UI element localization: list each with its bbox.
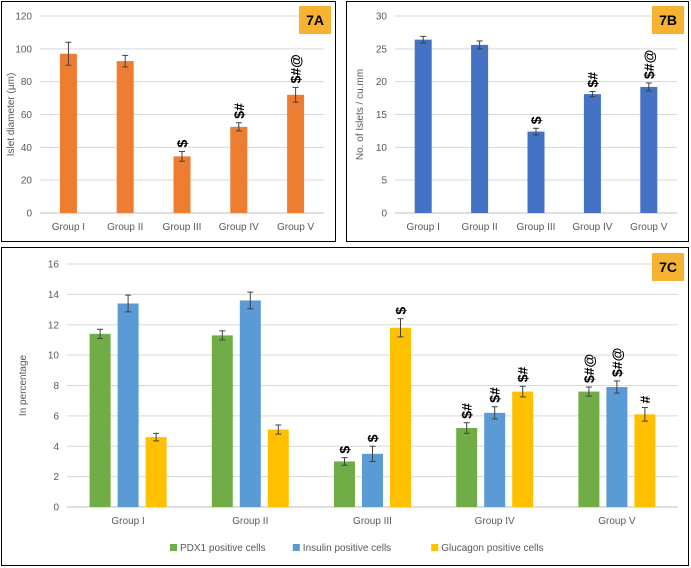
bar [59, 53, 77, 214]
y-tick-label: 0 [26, 209, 32, 220]
y-tick-label: 20 [376, 77, 388, 88]
significance-marker: $# [584, 72, 600, 88]
x-tick-label: Group III [353, 516, 392, 527]
panel-label-7a: 7A [299, 6, 331, 34]
y-axis-label: Islet diameter (µm) [6, 73, 17, 157]
significance-marker: $ [337, 446, 353, 454]
significance-marker: $ [365, 434, 381, 442]
legend-swatch [292, 544, 300, 551]
x-tick-label: Group V [630, 222, 668, 233]
bar [89, 333, 111, 507]
x-tick-label: Group IV [475, 516, 515, 527]
bar [456, 428, 478, 507]
significance-marker: $# [231, 103, 247, 119]
cell-percentage-chart: 0 2 4 6 8 10 12 14 16 In percentage Group I Group I… [18, 260, 678, 554]
bar [640, 86, 658, 213]
bar [116, 61, 134, 214]
bar [362, 453, 383, 507]
bar [334, 461, 355, 507]
y-tick-label: 16 [48, 260, 60, 271]
legend-swatch [431, 544, 439, 551]
x-tick-label: Group I [52, 222, 85, 233]
y-tick-label: 120 [15, 12, 32, 23]
x-tick-label: Group V [277, 222, 315, 233]
bar [606, 387, 628, 507]
y-tick-label: 5 [381, 176, 387, 187]
x-tick-label: Group III [163, 222, 202, 233]
y-tick-label: 30 [376, 12, 388, 23]
y-tick-label: 14 [48, 290, 60, 301]
bar [634, 414, 656, 507]
islet-count-chart: 0 5 10 15 20 25 30 No. of Islets / cu.mm Group I… [355, 12, 677, 233]
y-tick-label: 8 [53, 381, 59, 392]
significance-marker: $#@ [641, 50, 657, 79]
y-axis-label: In percentage [18, 354, 29, 416]
panel-label-7b: 7B [652, 6, 684, 34]
x-tick-label: Group I [407, 222, 440, 233]
significance-marker: $ [528, 116, 544, 124]
bar [484, 412, 506, 507]
significance-marker: $# [515, 366, 531, 382]
bar [583, 94, 601, 213]
x-tick-label: Group I [111, 516, 144, 527]
y-tick-label: 2 [53, 472, 59, 483]
bar [512, 391, 534, 507]
chart-panel-7b: 0 5 10 15 20 25 30 No. of Islets / cu.mm Group I… [346, 1, 689, 242]
bar [578, 391, 600, 507]
y-tick-label: 40 [21, 143, 33, 154]
y-tick-label: 20 [21, 176, 33, 187]
x-tick-label: Group III [517, 222, 556, 233]
y-tick-label: 6 [53, 411, 59, 422]
x-tick-label: Group IV [219, 222, 259, 233]
legend-swatch [170, 544, 177, 551]
y-tick-label: 0 [381, 209, 387, 220]
bar [117, 303, 139, 507]
x-tick-label: Group IV [572, 222, 612, 233]
y-tick-label: 15 [376, 110, 388, 121]
x-tick-label: Group V [598, 516, 636, 527]
legend-label: PDX1 positive cells [180, 543, 266, 554]
significance-marker: $# [487, 387, 503, 403]
y-tick-label: 0 [53, 503, 59, 514]
bar [230, 126, 248, 213]
panel-label-7c: 7C [652, 253, 684, 281]
bar [414, 39, 432, 213]
significance-marker: $ [393, 307, 409, 315]
significance-marker: $ [174, 139, 190, 147]
legend-label: Glucagon positive cells [441, 543, 543, 554]
bar [390, 327, 411, 507]
significance-marker: $# [459, 403, 475, 419]
y-tick-label: 4 [53, 442, 59, 453]
y-tick-label: 25 [376, 44, 388, 55]
y-axis-label: No. of Islets / cu.mm [355, 69, 366, 160]
y-tick-label: 80 [21, 77, 33, 88]
chart-panel-7a: 0 20 40 60 80 100 120 Islet diameter (µm) Group … [1, 1, 336, 242]
significance-marker: $#@ [288, 54, 304, 83]
x-tick-label: Group II [107, 222, 143, 233]
x-tick-label: Group II [232, 516, 268, 527]
islet-diameter-chart: 0 20 40 60 80 100 120 Islet diameter (µm) Group … [6, 12, 324, 233]
bar [145, 437, 167, 507]
significance-marker: $#@ [581, 354, 597, 383]
legend-label: Insulin positive cells [303, 543, 391, 554]
x-tick-label: Group II [462, 222, 498, 233]
bar [527, 131, 545, 213]
bar [239, 300, 261, 507]
bar [173, 156, 191, 213]
bar [267, 429, 289, 507]
y-tick-label: 10 [48, 351, 60, 362]
y-tick-label: 60 [21, 110, 33, 121]
bar [287, 94, 305, 213]
bar [211, 335, 233, 507]
significance-marker: # [637, 396, 653, 404]
bar [471, 44, 489, 213]
y-tick-label: 10 [376, 143, 388, 154]
chart-panel-7c: 0 2 4 6 8 10 12 14 16 In percentage Group I Group I… [1, 247, 689, 566]
significance-marker: $#@ [609, 348, 625, 377]
y-tick-label: 12 [48, 320, 60, 331]
y-tick-label: 100 [15, 44, 32, 55]
